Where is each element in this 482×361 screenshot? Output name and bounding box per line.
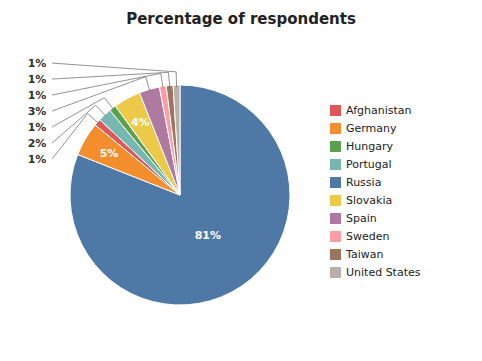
legend: Afghanistan Germany Hungary Portugal Russia S… xyxy=(330,104,421,279)
legend-swatch xyxy=(330,141,341,152)
legend-item: Taiwan xyxy=(330,248,383,261)
legend-swatch xyxy=(330,231,341,242)
legend-label: Sweden xyxy=(346,230,389,243)
legend-swatch xyxy=(330,123,341,134)
data-label: 1% xyxy=(28,153,47,166)
legend-label: Spain xyxy=(346,212,377,225)
pie-slice xyxy=(166,85,180,195)
legend-label: Slovakia xyxy=(346,194,392,207)
data-label: 3% xyxy=(28,105,47,118)
legend-swatch xyxy=(330,249,341,260)
legend-swatch xyxy=(330,213,341,224)
pie-slice xyxy=(70,85,290,305)
pie xyxy=(70,85,290,305)
legend-item: Afghanistan xyxy=(330,104,412,117)
data-label: 1% xyxy=(28,57,47,70)
data-label: 1% xyxy=(28,73,47,86)
legend-label: Germany xyxy=(346,122,397,135)
chart-container: Percentage of respondents 81% 5% 4% 1% 1% 1% 3%… xyxy=(0,0,482,361)
legend-item: Slovakia xyxy=(330,194,392,207)
chart-title: Percentage of respondents xyxy=(126,10,356,28)
legend-label: Taiwan xyxy=(345,248,383,261)
leader-line xyxy=(52,114,99,160)
leader-line xyxy=(52,77,150,111)
legend-item: Spain xyxy=(330,212,377,225)
data-label: 81% xyxy=(195,229,221,242)
legend-label: Russia xyxy=(346,176,381,189)
data-labels: 81% 5% 4% 1% 1% 1% 3% 1% 2% 1% xyxy=(28,57,221,243)
leader-line xyxy=(52,98,114,127)
legend-swatch xyxy=(330,159,341,170)
legend-item: Hungary xyxy=(330,140,393,153)
data-label: 1% xyxy=(28,89,47,102)
data-label: 4% xyxy=(131,116,150,129)
leader-line xyxy=(52,63,177,87)
legend-swatch xyxy=(330,177,341,188)
legend-item: Russia xyxy=(330,176,381,189)
pie-slice xyxy=(159,86,180,195)
legend-item: United States xyxy=(330,266,421,279)
legend-item: Portugal xyxy=(330,158,392,171)
chart-svg: Percentage of respondents 81% 5% 4% 1% 1% 1% 3%… xyxy=(0,0,482,361)
legend-label: Portugal xyxy=(346,158,392,171)
legend-item: Sweden xyxy=(330,230,389,243)
legend-swatch xyxy=(330,267,341,278)
legend-label: Hungary xyxy=(346,140,393,153)
legend-item: Germany xyxy=(330,122,397,135)
pie-slice xyxy=(173,85,180,195)
legend-swatch xyxy=(330,195,341,206)
legend-label: Afghanistan xyxy=(346,104,412,117)
data-label: 5% xyxy=(100,147,119,160)
data-label: 2% xyxy=(28,137,47,150)
slices xyxy=(70,85,290,305)
leader-line xyxy=(52,73,163,95)
legend-swatch xyxy=(330,105,341,116)
legend-label: United States xyxy=(346,266,421,279)
data-label: 1% xyxy=(28,121,47,134)
